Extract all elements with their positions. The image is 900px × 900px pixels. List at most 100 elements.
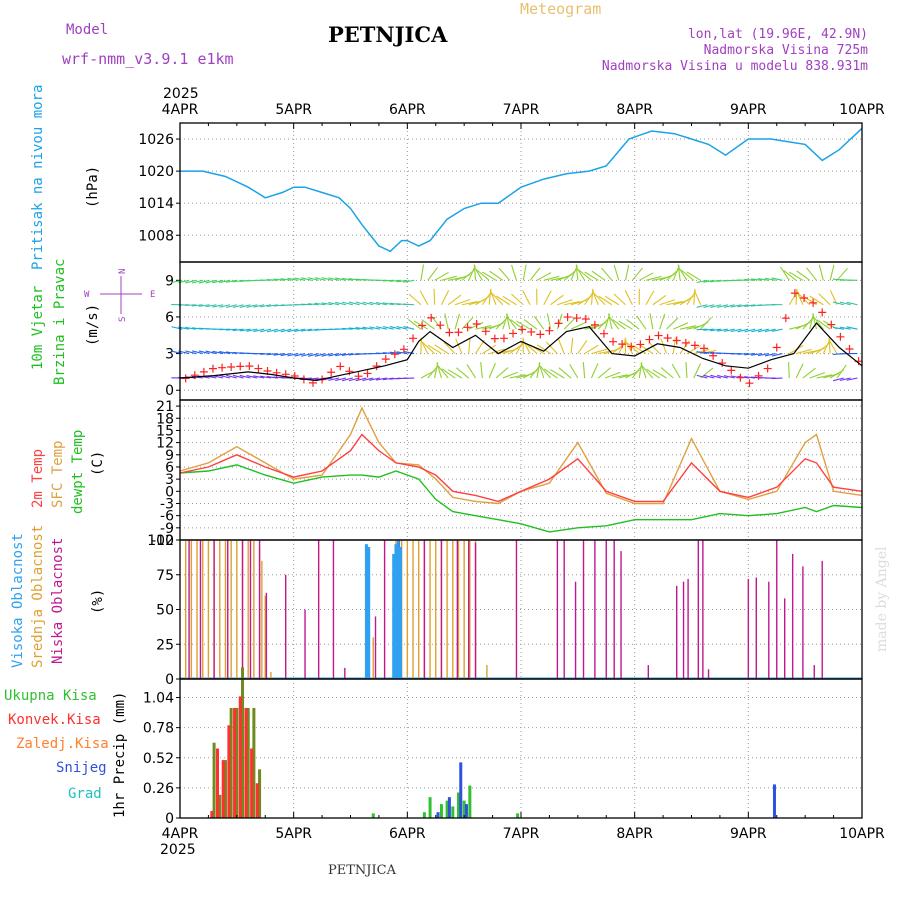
wind-barb <box>645 290 655 306</box>
wind-barb <box>389 302 401 306</box>
wind-barb <box>533 315 545 330</box>
precip-bar-conv <box>255 783 259 818</box>
wind-barb <box>577 340 588 354</box>
wind-barb <box>287 353 299 357</box>
wind-barb <box>375 301 387 306</box>
wind-barb <box>575 266 586 281</box>
gust-marker <box>663 334 672 343</box>
compass-w: W <box>84 290 90 300</box>
wind-barb <box>341 353 353 356</box>
wind-barb <box>219 304 231 308</box>
wind-barb <box>693 348 710 355</box>
wind-barb <box>246 304 258 308</box>
wind-barb <box>307 328 319 332</box>
panels: 10081014102010260369-12-9-6-303691215182… <box>138 122 863 827</box>
wind-barb <box>700 317 712 330</box>
wind-barb <box>403 303 415 306</box>
cloud-bar-mid <box>270 672 272 679</box>
gust-marker <box>208 364 217 373</box>
cloud-bar-low <box>574 581 577 679</box>
wind-barb <box>294 328 306 332</box>
pressure-line <box>180 127 863 253</box>
wind-barb <box>489 270 504 281</box>
wind-speed-line <box>179 322 863 382</box>
wind-barb <box>751 328 763 333</box>
wind-barb <box>751 353 763 356</box>
bottom-date-label: 4APR <box>162 826 199 842</box>
wind-barb <box>659 313 666 330</box>
cloud-bar-low <box>374 616 377 679</box>
gust-marker <box>463 323 472 332</box>
gust-marker <box>709 351 718 360</box>
ytick-label: 1008 <box>138 228 174 244</box>
year-top: 2025 <box>163 86 199 102</box>
cloud-bar-low <box>821 560 823 679</box>
wind-barb <box>266 376 278 379</box>
wind-barb <box>266 328 278 333</box>
cloud-bar-low <box>213 540 215 679</box>
wind-barb <box>710 279 722 283</box>
bottom-date-axis: 4APR 5APR 6APR 7APR 8APR 9APR 10APR <box>162 826 885 842</box>
gust-marker <box>390 350 399 359</box>
wind-barb <box>795 363 804 379</box>
cloud-bar-low <box>791 553 794 679</box>
temp-unit: (C) <box>90 451 106 476</box>
gust-marker <box>599 329 608 338</box>
cloud-bar-low <box>474 542 477 679</box>
wind-barb <box>582 362 586 379</box>
wind-barb <box>403 350 415 355</box>
wind-title-1: 10m Vjetar <box>30 286 46 370</box>
gust-marker <box>718 359 727 368</box>
bottom-date-label: 7APR <box>503 826 540 842</box>
wind-barb <box>314 377 326 381</box>
cloud-bar-low <box>563 540 565 679</box>
wind-barb <box>660 367 674 379</box>
gust-marker <box>800 294 809 303</box>
ytick-label: 18 <box>156 411 174 427</box>
cloud-bar-low <box>515 540 518 679</box>
wind-side-label: 10m Vjetar Brzina i Pravac (m/s) N W E S <box>30 259 155 385</box>
wind-barb <box>198 304 210 307</box>
gust-marker <box>590 320 599 329</box>
cloud-bar-low <box>813 665 815 679</box>
gust-marker <box>627 342 636 351</box>
bottom-date-label: 9APR <box>730 826 767 842</box>
wind-barb <box>598 295 613 306</box>
gust-marker <box>845 345 854 354</box>
cloud-bar-low <box>776 540 778 679</box>
station-title: PETNJICA <box>328 22 448 47</box>
gust-marker <box>245 362 254 371</box>
wind-barb <box>382 352 394 355</box>
gust-marker <box>227 363 236 372</box>
wind-barb <box>604 295 620 306</box>
wind-barb <box>420 339 429 354</box>
cloud-bar-low <box>647 665 650 679</box>
gust-marker <box>427 313 436 322</box>
cloud-bar-low <box>556 540 559 679</box>
wind-barb <box>506 315 517 330</box>
ytick-label: 1020 <box>138 164 174 180</box>
cloud-bar-mid <box>469 540 471 679</box>
wind-barb <box>703 304 715 308</box>
precip-bar-conv <box>233 707 237 818</box>
cloud-bar-mid <box>446 540 448 679</box>
pressure-side-label: Pritisak na nivou mora (hPa) <box>30 85 101 270</box>
product-title: Meteogram <box>520 0 601 18</box>
wind-barb <box>649 313 654 330</box>
precip-bar-total <box>456 792 460 818</box>
cloud-bar-low <box>605 540 607 679</box>
wind-barb <box>737 353 749 355</box>
wind-barb <box>259 353 271 355</box>
gust-marker <box>654 331 663 340</box>
gust-marker <box>218 363 227 372</box>
gust-marker <box>781 314 790 323</box>
wind-barb <box>185 350 197 355</box>
ytick-label: 100 <box>147 533 174 549</box>
precip-bar-conv <box>216 748 220 818</box>
precip-bar-total <box>451 806 455 818</box>
wind-barb <box>362 377 374 382</box>
wind-barb <box>362 301 374 306</box>
gust-marker <box>490 334 499 343</box>
panel-0: 1008 1014 1020 1026 <box>138 122 863 263</box>
wind-barb <box>341 377 353 382</box>
